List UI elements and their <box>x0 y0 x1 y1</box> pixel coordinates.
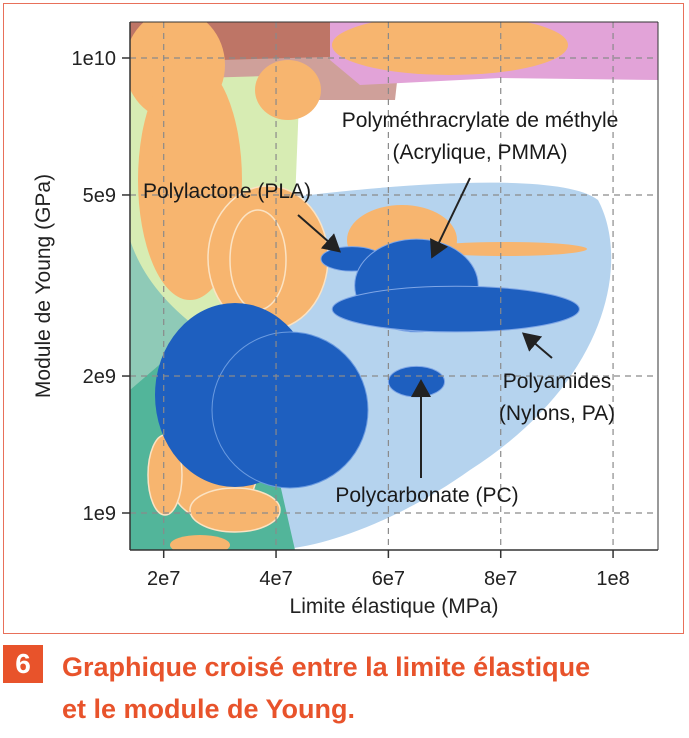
caption-line-1: Graphique croisé entre la limite élastiq… <box>62 652 591 682</box>
orange-blob <box>189 487 281 533</box>
annotation-label: Polylactone (PLA) <box>143 180 311 203</box>
chart-area: 2e7 4e7 6e7 8e7 1e8 1e9 2e9 5e9 1e10 Limite élas… <box>32 21 659 618</box>
annotation-arrow <box>521 332 553 359</box>
orange-blob <box>332 22 568 75</box>
orange-blob <box>423 242 587 256</box>
y-axis-label: Module de Young (GPa) <box>32 174 55 398</box>
y-tick-label: 5e9 <box>83 185 116 207</box>
x-axis-label: Limite élastique (MPa) <box>290 595 499 618</box>
orange-blob <box>170 535 230 550</box>
x-tick-label: 8e7 <box>484 568 517 590</box>
highlighted-materials <box>320 238 580 398</box>
x-tick-label: 1e8 <box>596 568 629 590</box>
annotation-label: Polyamides <box>503 370 612 393</box>
annotation-label: Polyméthracrylate de méthyle <box>342 109 619 132</box>
grid <box>130 22 658 550</box>
polymer-zone <box>270 182 612 550</box>
caption: Graphique croisé entre la limite élastiq… <box>62 646 682 730</box>
annotations: Polyméthracrylate de méthyle (Acrylique, … <box>143 109 618 507</box>
plot-background <box>130 22 658 550</box>
y-tick-label: 2e9 <box>83 366 116 388</box>
orange-blob <box>255 60 321 120</box>
y-tick-label: 1e9 <box>83 503 116 525</box>
blue-blob <box>211 331 369 489</box>
annotation-label: Polycarbonate (PC) <box>335 484 518 507</box>
annotation-arrow <box>297 214 342 253</box>
y-tick-label: 1e10 <box>72 48 117 70</box>
caption-number: 6 <box>3 645 43 683</box>
caption-line-2: et le module de Young. <box>62 694 356 724</box>
annotation-label: (Acrylique, PMMA) <box>392 141 567 164</box>
green-zone-light <box>130 240 200 390</box>
x-tick-label: 2e7 <box>147 568 180 590</box>
x-tick-label: 6e7 <box>372 568 405 590</box>
figure-frame <box>3 3 684 634</box>
x-tick-label: 4e7 <box>259 568 292 590</box>
material-pc <box>387 365 446 398</box>
annotation-arrow <box>430 177 471 259</box>
tick-labels: 2e7 4e7 6e7 8e7 1e8 1e9 2e9 5e9 1e10 <box>72 48 630 590</box>
annotation-label: (Nylons, PA) <box>499 402 615 425</box>
material-pa <box>331 285 580 333</box>
